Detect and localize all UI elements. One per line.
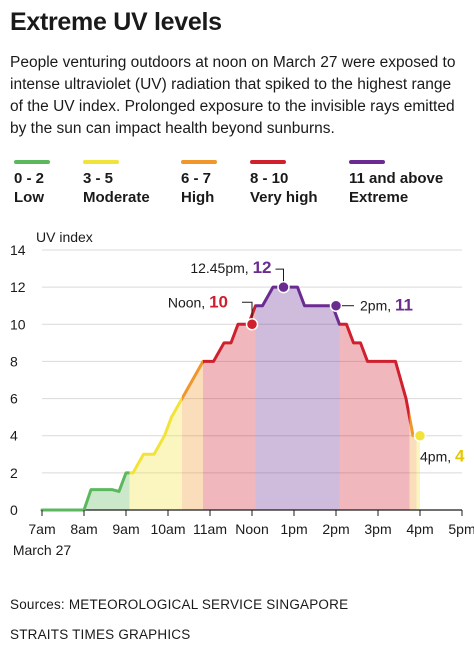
y-tick-label: 0 [10,502,18,518]
annotation-value: 12 [253,258,272,277]
legend-item-very-high: 8 - 10 Very high [250,160,318,206]
x-date-label: March 27 [13,542,72,558]
legend-swatch [250,160,286,164]
uv-band-fill [255,287,340,510]
annotation-time: Noon, [168,294,209,310]
annotation-time: 2pm, [360,298,395,314]
y-tick-label: 6 [10,391,18,407]
x-tick-label: 5pm [448,521,474,537]
x-tick-label: 3pm [364,521,391,537]
data-point-marker [277,280,290,294]
x-tick-label: 7am [28,521,55,537]
legend-item-moderate: 3 - 5 Moderate [83,160,150,206]
y-tick-label: 4 [10,428,18,444]
legend-item-extreme: 11 and above Extreme [349,160,443,206]
uv-index-line [40,285,422,512]
chart-title: Extreme UV levels [10,8,222,36]
legend-range: 0 - 2 [14,170,45,187]
area-fill-group [42,287,420,510]
uv-band-fill [203,287,256,510]
legend-label: Low [14,189,44,206]
annotation-leader [275,268,284,282]
legend-swatch [83,160,119,164]
x-tick-label: 11am [193,521,227,537]
y-tick-label: 12 [10,279,26,295]
annotation-value: 10 [209,292,228,311]
y-axis-label: UV index [36,229,93,245]
annotation-label: 12.45pm, 12 [190,258,271,277]
legend-label: High [181,189,215,206]
legend-swatch [349,160,385,164]
annotation-value: 4 [455,447,465,466]
legend-range: 6 - 7 [181,170,212,187]
annotation-leader [242,301,253,319]
y-tick-label: 8 [10,353,18,369]
legend-range: 11 and above [349,170,444,187]
intro-text: People venturing outdoors at noon on Mar… [10,54,456,137]
data-point-marker [245,318,259,331]
legend-label: Extreme [349,189,409,206]
uv-band-fill [416,287,420,510]
annotation-time: 12.45pm, [190,260,252,276]
annotation-time: 4pm, [420,449,455,465]
legend-range: 3 - 5 [83,170,114,187]
legend-label: Moderate [83,189,150,206]
uv-index-chart: 0 2 4 6 8 10 12 14 UV index 7am 8am 9am 10am 11am Noon… [10,229,474,558]
data-point-marker [413,429,427,442]
uv-band-fill [409,287,417,510]
data-point-marker [329,299,343,312]
x-tick-label: 4pm [406,521,433,537]
legend-label: Very high [250,189,318,206]
y-tick-label: 14 [10,242,26,258]
x-tick-label: 10am [150,521,185,537]
annotation-label: Noon, 10 [168,292,228,311]
y-tick-label: 10 [10,316,26,332]
legend-item-high: 6 - 7 High [181,160,217,206]
x-tick-label: 1pm [280,521,307,537]
y-tick-label: 2 [10,465,18,481]
credit-note: STRAITS TIMES GRAPHICS [10,627,191,642]
legend-swatch [14,160,50,164]
x-tick-label: 8am [70,521,97,537]
legend-item-low: 0 - 2 Low [14,160,50,206]
legend-swatch [181,160,217,164]
annotation-label: 2pm, 11 [360,296,413,315]
annotation-label: 4pm, 4 [420,447,465,466]
legend: 0 - 2 Low 3 - 5 Moderate 6 - 7 High 8 - … [14,160,464,210]
annotation-value: 11 [395,296,413,315]
x-tick-label: 2pm [322,521,349,537]
uv-band-fill [129,287,182,510]
uv-band-fill [339,287,410,510]
legend-range: 8 - 10 [250,170,289,187]
source-note: Sources: METEOROLOGICAL SERVICE SINGAPOR… [10,597,349,612]
x-tick-label: 9am [112,521,139,537]
uv-band-fill [42,287,130,510]
x-tick-label: Noon [235,521,268,537]
